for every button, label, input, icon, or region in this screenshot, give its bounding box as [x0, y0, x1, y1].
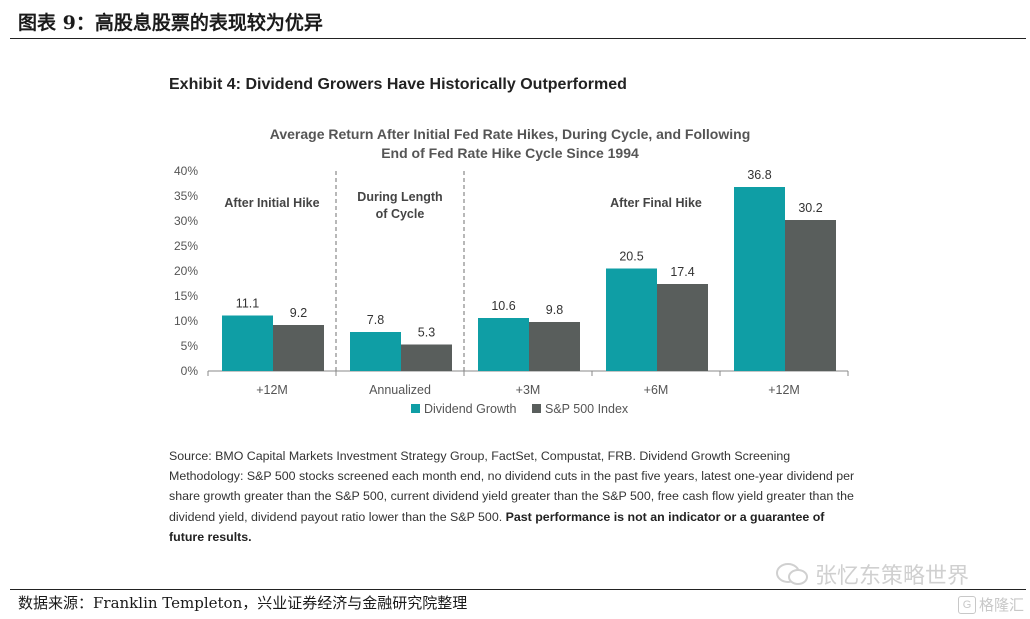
- legend-swatch: [532, 404, 541, 413]
- y-tick-label: 10%: [174, 314, 198, 328]
- legend-swatch: [411, 404, 420, 413]
- y-tick-label: 15%: [174, 289, 198, 303]
- top-rule: [10, 38, 1026, 39]
- watermark: 张忆东策略世界: [775, 558, 969, 590]
- bar-chart: 0% 5% 10% 15% 20% 25% 30% 35% 40% +12M Annualized +…: [174, 164, 849, 416]
- y-tick-label: 40%: [174, 164, 198, 178]
- watermark-2: G 格隆汇: [958, 594, 1024, 615]
- data-label: 17.4: [670, 265, 694, 279]
- group-label: After Final Hike: [610, 196, 702, 210]
- bar: [350, 332, 401, 371]
- bar: [657, 284, 708, 371]
- data-label: 36.8: [747, 168, 771, 182]
- data-label: 9.8: [546, 303, 563, 317]
- y-tick-label: 0%: [181, 364, 199, 378]
- y-tick-label: 5%: [181, 339, 199, 353]
- x-tick-label: Annualized: [369, 383, 431, 397]
- bar: [606, 268, 657, 371]
- figure-title: 图表 9：高股息股票的表现较为优异: [18, 12, 323, 34]
- x-tick-label: +12M: [768, 383, 800, 397]
- group-label: After Initial Hike: [224, 196, 319, 210]
- chart-title-line1: Average Return After Initial Fed Rate Hi…: [269, 126, 751, 142]
- source-note: Source: BMO Capital Markets Investment S…: [169, 446, 859, 547]
- bottom-rule: [10, 589, 1026, 590]
- bar: [401, 344, 452, 371]
- source-note-disclaimer: Past performance is not an indicator or …: [169, 509, 825, 544]
- bar: [734, 187, 785, 371]
- data-label: 10.6: [491, 299, 515, 313]
- y-tick-label: 35%: [174, 189, 198, 203]
- chart-title: Average Return After Initial Fed Rate Hi…: [210, 125, 810, 163]
- bar: [529, 322, 580, 371]
- x-tick-label: +12M: [256, 383, 288, 397]
- wechat-icon: [776, 563, 808, 585]
- bar: [273, 325, 324, 371]
- data-label: 11.1: [236, 297, 259, 311]
- bar: [222, 315, 273, 371]
- y-tick-label: 25%: [174, 239, 198, 253]
- x-tick-label: +6M: [644, 383, 669, 397]
- watermark-2-text: 格隆汇: [979, 597, 1025, 614]
- y-tick-label: 20%: [174, 264, 198, 278]
- data-label: 30.2: [798, 201, 822, 215]
- chart-title-line2: End of Fed Rate Hike Cycle Since 1994: [381, 145, 639, 161]
- data-label: 20.5: [619, 250, 643, 264]
- bar: [785, 220, 836, 371]
- exhibit-title: Exhibit 4: Dividend Growers Have Histori…: [169, 76, 627, 93]
- logo-icon: G: [958, 595, 976, 614]
- data-label: 5.3: [418, 326, 435, 340]
- group-label: of Cycle: [376, 207, 425, 221]
- x-tick-label: +3M: [516, 383, 541, 397]
- legend-label: Dividend Growth: [424, 402, 516, 416]
- group-label: During Length: [357, 190, 442, 204]
- data-source: 数据来源：Franklin Templeton，兴业证券经济与金融研究院整理: [18, 594, 468, 612]
- data-label: 7.8: [367, 313, 384, 327]
- y-tick-label: 30%: [174, 214, 198, 228]
- source-note-text: Source: BMO Capital Markets Investment S…: [169, 449, 855, 524]
- legend-label: S&P 500 Index: [545, 402, 629, 416]
- data-label: 9.2: [290, 306, 307, 320]
- watermark-text: 张忆东策略世界: [815, 563, 970, 588]
- bar: [478, 318, 529, 371]
